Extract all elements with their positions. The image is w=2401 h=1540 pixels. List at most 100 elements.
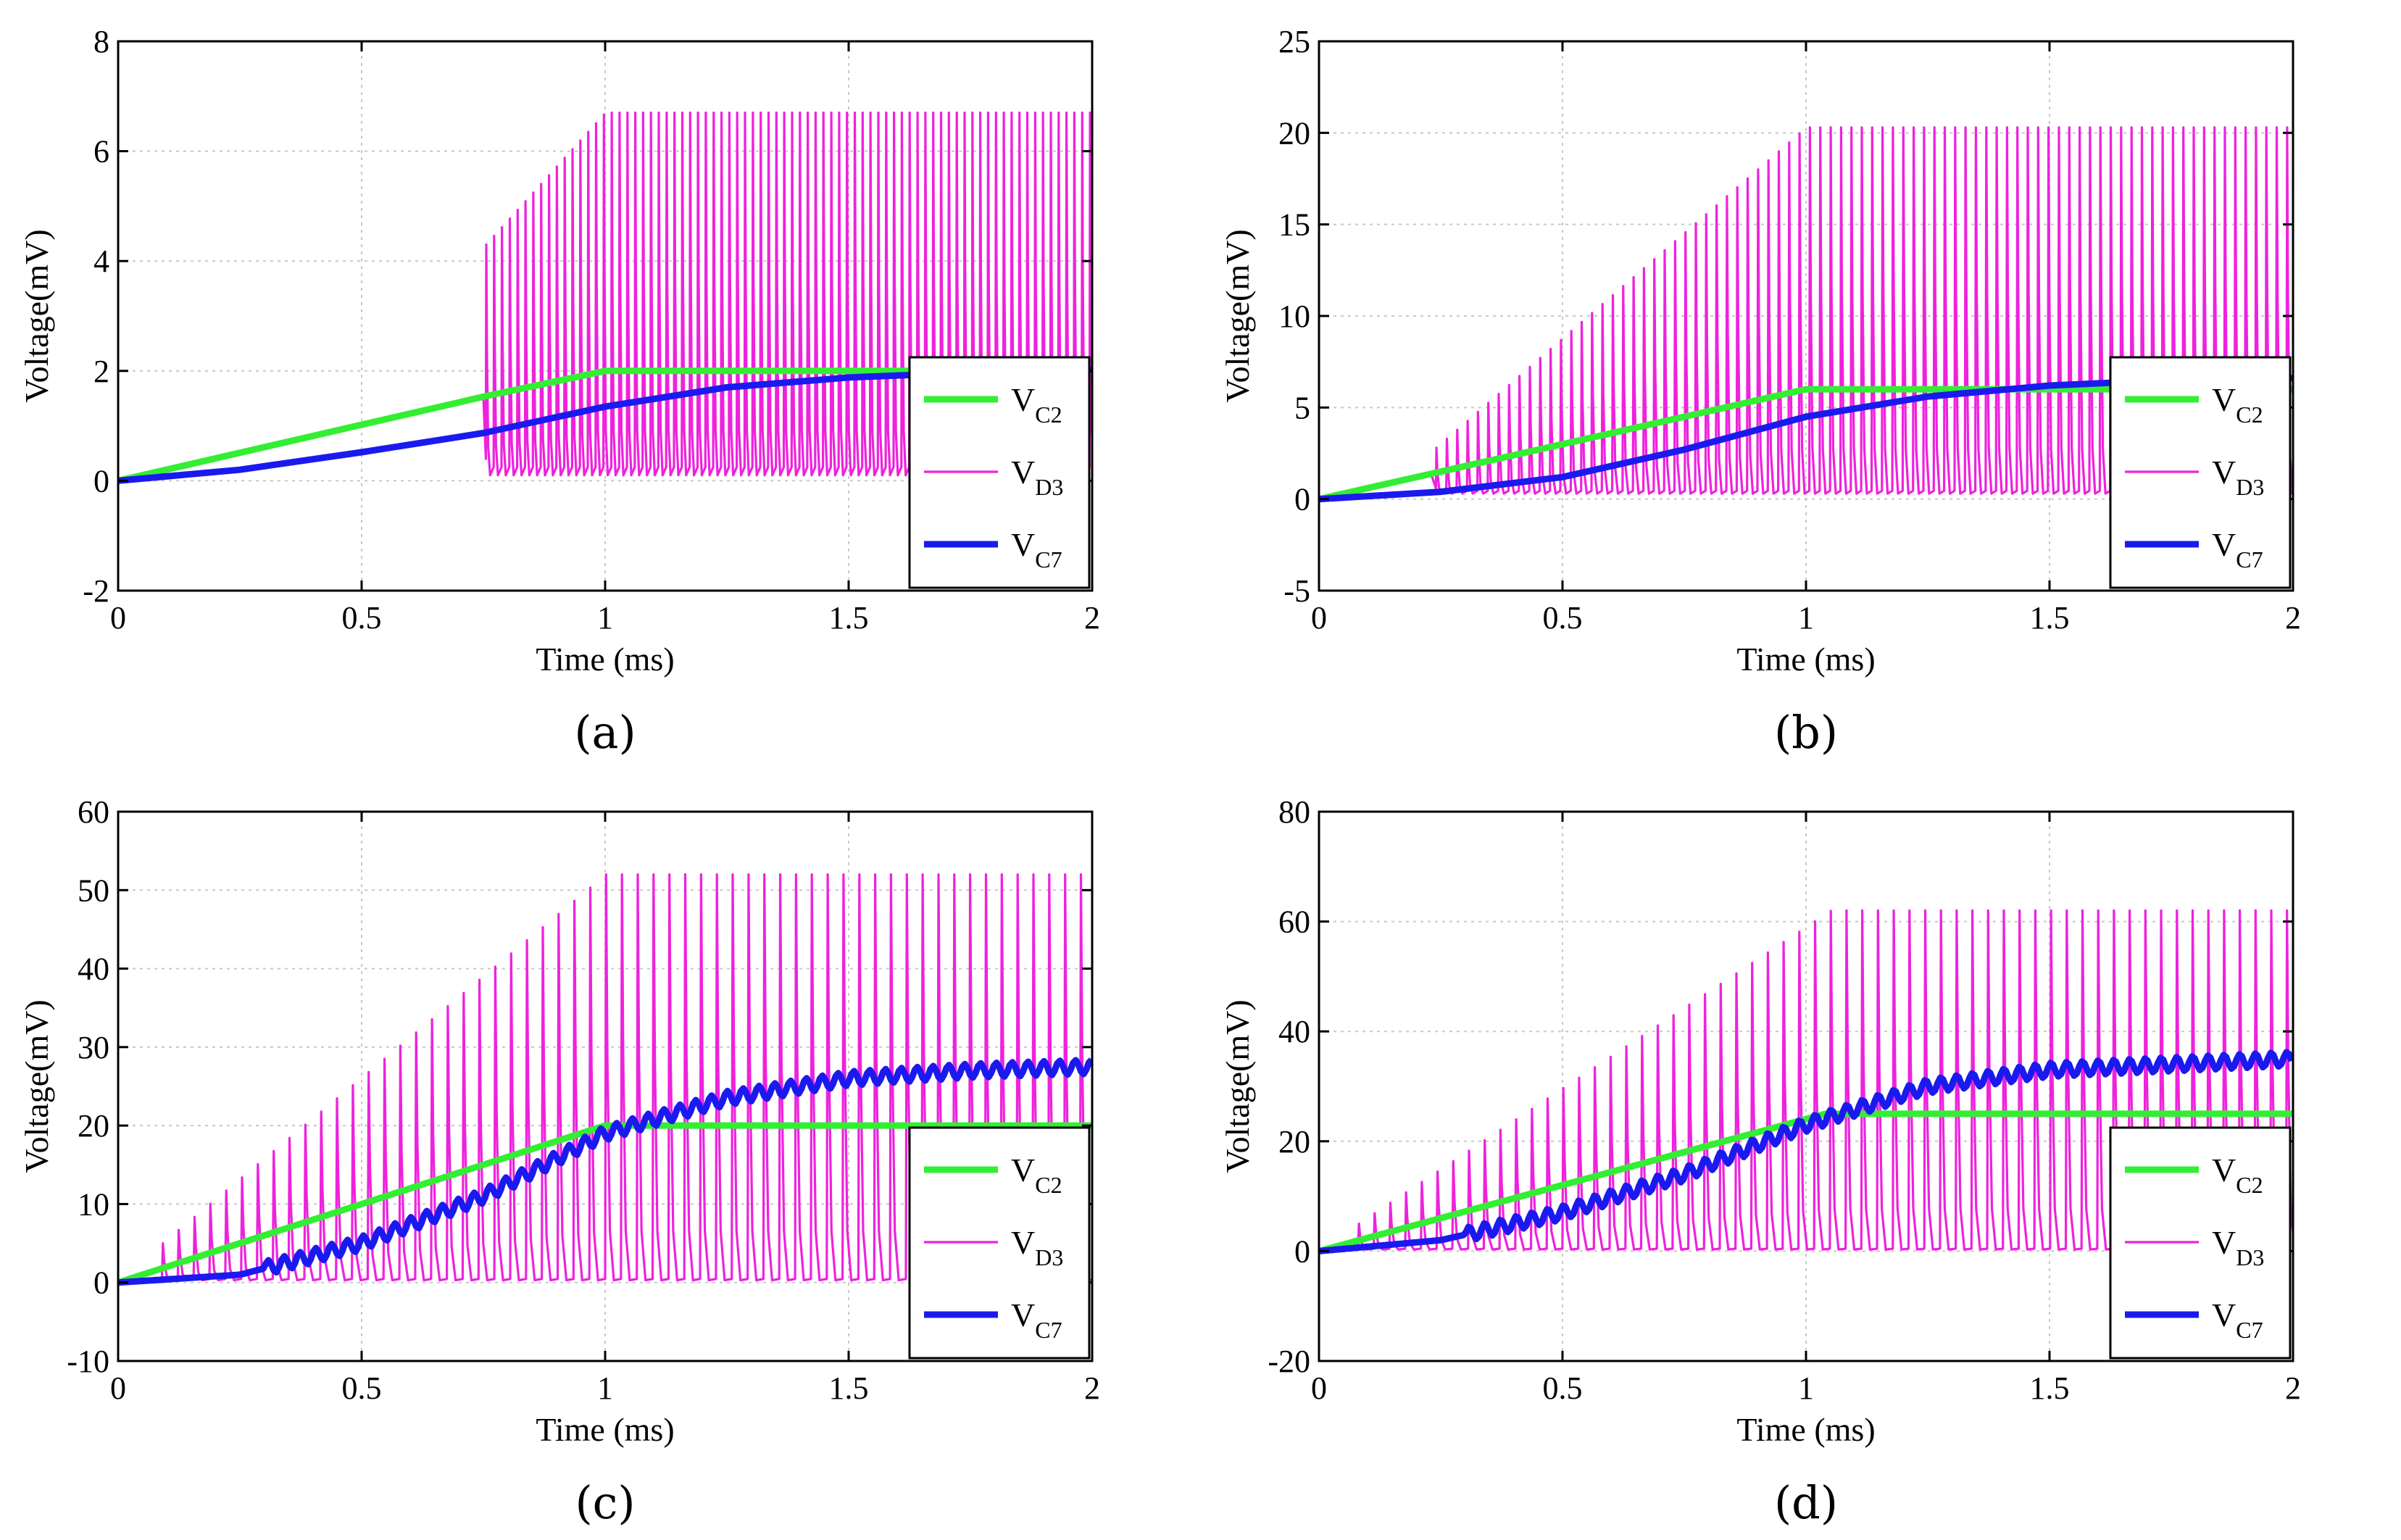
- x-tick-label: 1.5: [2030, 1370, 2070, 1406]
- series-vc7-line: [118, 1057, 1092, 1286]
- panel-caption: (d): [1774, 1476, 1838, 1529]
- series-vd3-line: [1319, 126, 2293, 501]
- legend-label-main: V: [2212, 454, 2236, 491]
- x-axis-label: Time (ms): [1736, 1411, 1875, 1448]
- y-tick-label: 80: [1278, 794, 1310, 830]
- legend-label-vd3: VD3: [2212, 454, 2264, 500]
- x-tick-label: 1: [597, 1370, 613, 1406]
- x-axis-label: Time (ms): [536, 641, 674, 678]
- y-axis-label: Voltage(mV): [18, 999, 55, 1173]
- y-axis-label: Voltage(mV): [18, 229, 55, 402]
- x-tick-label: 0.5: [342, 600, 382, 636]
- legend-label-sub: C7: [2236, 546, 2263, 573]
- x-tick-label: 0: [110, 600, 126, 636]
- x-tick-label: 0: [1311, 1370, 1327, 1406]
- x-tick-label: 2: [2285, 1370, 2301, 1406]
- y-tick-label: 0: [1294, 482, 1310, 517]
- legend-label-main: V: [1011, 381, 1035, 418]
- x-tick-label: 1: [1798, 600, 1814, 636]
- x-tick-label: 1: [1798, 1370, 1814, 1406]
- y-tick-label: -2: [83, 573, 109, 609]
- legend-label-vc2: VC2: [2212, 1152, 2263, 1198]
- panel-caption: (c): [575, 1476, 635, 1529]
- legend-label-sub: C7: [2236, 1317, 2263, 1343]
- y-tick-label: 20: [78, 1108, 109, 1144]
- x-tick-label: 0.5: [1543, 1370, 1583, 1406]
- legend-label-sub: D3: [2236, 1244, 2264, 1270]
- legend-label-sub: C7: [1035, 546, 1062, 573]
- y-tick-label: 15: [1278, 207, 1310, 243]
- panel-caption: (b): [1774, 706, 1838, 759]
- legend-label-main: V: [2212, 1152, 2236, 1189]
- y-tick-label: 0: [93, 1265, 109, 1301]
- series-vc2-line: [118, 367, 1092, 484]
- y-tick-label: 5: [1294, 390, 1310, 425]
- legend-label-sub: D3: [1035, 1244, 1063, 1270]
- legend-label-vc2: VC2: [1011, 1152, 1062, 1198]
- legend-label-vd3: VD3: [1011, 1224, 1063, 1270]
- x-tick-label: 2: [1084, 1370, 1100, 1406]
- x-tick-label: 1: [597, 600, 613, 636]
- legend-box: [2109, 1126, 2292, 1360]
- legend: VC2 VD3 VC7: [908, 356, 1091, 589]
- legend-label-sub: C2: [1035, 1172, 1062, 1198]
- y-tick-label: 2: [93, 354, 109, 389]
- y-tick-label: 25: [1278, 24, 1310, 59]
- legend-label-main: V: [2212, 381, 2236, 418]
- series-vc7-line: [1319, 1049, 2293, 1254]
- x-tick-label: 1.5: [829, 1370, 869, 1406]
- legend-label-sub: C7: [1035, 1317, 1062, 1343]
- y-tick-label: 20: [1278, 115, 1310, 151]
- y-tick-label: 8: [93, 24, 109, 59]
- panel-c: 0 0.5 1 1.5 2 -10 0 10 20 30 40 50 60 Time (ms) Voltag…: [0, 770, 1200, 1540]
- y-tick-label: 20: [1278, 1124, 1310, 1160]
- x-tick-label: 0.5: [1543, 600, 1583, 636]
- y-tick-label: 30: [78, 1030, 109, 1065]
- x-tick-label: 1.5: [829, 600, 869, 636]
- y-axis-label: Voltage(mV): [1219, 999, 1256, 1173]
- panel-caption: (a): [574, 706, 636, 759]
- legend-label-vd3: VD3: [1011, 454, 1063, 500]
- y-tick-label: -10: [67, 1344, 109, 1379]
- legend-label-vc7: VC7: [1011, 1296, 1062, 1343]
- panel-b: 0 0.5 1 1.5 2 -5 0 5 10 15 20 25 Time (ms) Voltage(mV…: [1201, 0, 2401, 770]
- legend-label-vd3: VD3: [2212, 1224, 2264, 1270]
- legend-label-sub: C2: [2236, 1172, 2263, 1198]
- y-tick-label: 40: [78, 952, 109, 987]
- legend-label-main: V: [1011, 1152, 1035, 1189]
- legend-label-vc7: VC7: [1011, 526, 1062, 573]
- y-tick-label: 6: [93, 134, 109, 170]
- x-tick-label: 1.5: [2030, 600, 2070, 636]
- legend-label-sub: C2: [2236, 401, 2263, 428]
- y-tick-label: 40: [1278, 1014, 1310, 1049]
- legend-label-vc7: VC7: [2212, 1296, 2263, 1343]
- panel-a: 0 0.5 1 1.5 2 -2 0 2 4 6 8 Time (ms) Voltage(mV) VC2 V…: [0, 0, 1200, 770]
- y-tick-label: 10: [78, 1186, 109, 1222]
- y-tick-label: 0: [1294, 1233, 1310, 1269]
- x-tick-label: 0: [1311, 600, 1327, 636]
- y-tick-label: 10: [1278, 299, 1310, 334]
- y-tick-label: 60: [1278, 904, 1310, 940]
- legend-label-main: V: [2212, 1224, 2236, 1261]
- y-tick-label: 0: [93, 463, 109, 499]
- x-axis-label: Time (ms): [536, 1411, 674, 1448]
- series-vc2-line: [118, 1122, 1092, 1286]
- x-tick-label: 0.5: [342, 1370, 382, 1406]
- legend-label-sub: C2: [1035, 401, 1062, 428]
- legend-label-sub: D3: [2236, 474, 2264, 500]
- y-tick-label: 60: [78, 794, 109, 830]
- legend-label-vc2: VC2: [2212, 381, 2263, 428]
- y-tick-label: 50: [78, 873, 109, 908]
- y-tick-label: 4: [93, 244, 109, 279]
- y-tick-label: -20: [1268, 1344, 1310, 1379]
- legend-label-main: V: [1011, 1224, 1035, 1261]
- legend-label-sub: D3: [1035, 474, 1063, 500]
- legend-label-main: V: [1011, 1296, 1035, 1333]
